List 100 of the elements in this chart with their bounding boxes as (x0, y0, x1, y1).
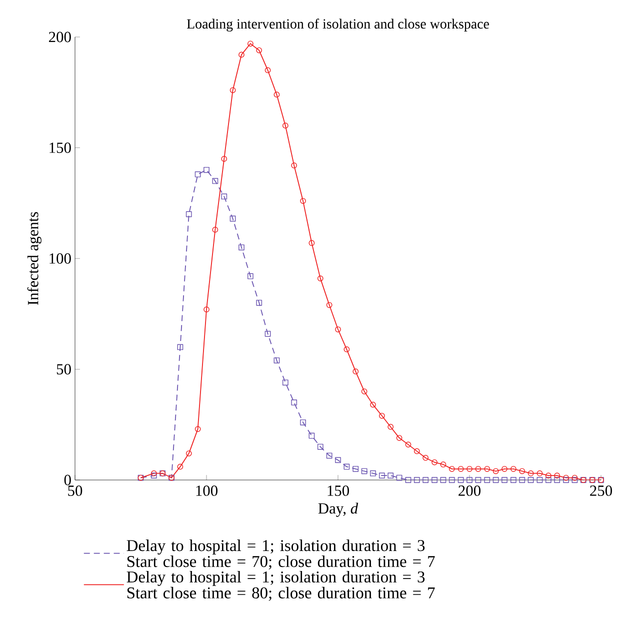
point (572, 477, 578, 483)
point (247, 273, 254, 280)
point (528, 470, 534, 476)
point (405, 442, 412, 448)
point (335, 326, 341, 332)
point (291, 400, 298, 406)
point (247, 40, 254, 47)
point (492, 477, 499, 483)
point (502, 466, 508, 472)
point (484, 477, 490, 483)
point (440, 462, 446, 468)
point (221, 156, 228, 162)
point (256, 300, 262, 306)
legend-label: Delay to hospital = 1; isolation duration = 3 Start close time = 70; close duration time = 7 (126, 540, 435, 570)
point (264, 67, 271, 74)
y-tick-label: 0 (64, 474, 71, 486)
point (414, 477, 420, 483)
point (545, 477, 552, 483)
point (274, 92, 280, 98)
point (186, 211, 192, 218)
point (432, 477, 438, 483)
point (388, 472, 394, 479)
point (536, 477, 543, 483)
point (484, 466, 490, 472)
x-tick-label: 150 (328, 486, 349, 496)
point (432, 459, 438, 466)
point (300, 419, 306, 426)
point (352, 368, 359, 374)
point (448, 477, 455, 483)
point (370, 470, 376, 476)
point (256, 47, 262, 54)
point (186, 450, 192, 456)
x-axis-title: Day, d (318, 502, 358, 517)
point (370, 402, 376, 408)
point (510, 466, 516, 472)
point (440, 477, 446, 483)
point (519, 468, 526, 474)
point (378, 412, 385, 419)
point (177, 464, 184, 470)
point (458, 477, 464, 483)
point (536, 470, 543, 476)
point (414, 448, 420, 454)
point (194, 171, 201, 178)
point (475, 477, 482, 483)
x-tick-label: 100 (196, 486, 218, 496)
legend-label: Delay to hospital = 1; isolation duration = 3 Start close time = 80; close duration time = 7 (126, 570, 435, 601)
point (317, 444, 324, 450)
point (230, 87, 236, 94)
chart-title: Loading intervention of isolation and close workspace (186, 18, 489, 32)
point (563, 474, 569, 481)
point (492, 468, 499, 474)
point (448, 466, 455, 472)
point (361, 468, 368, 474)
point (554, 477, 560, 483)
point (150, 470, 157, 476)
point (422, 477, 429, 483)
point (475, 466, 482, 472)
point (352, 466, 359, 472)
point (466, 466, 472, 472)
point (282, 122, 288, 129)
point (326, 302, 332, 308)
point (344, 346, 350, 352)
x-tick-label: 200 (458, 486, 480, 496)
point (308, 240, 315, 246)
point (466, 477, 472, 483)
point (335, 457, 341, 463)
y-axis-title: Infected agents (27, 212, 42, 305)
y-tick-label: 200 (48, 32, 71, 42)
point (563, 477, 569, 483)
point (528, 477, 534, 483)
point (361, 388, 368, 394)
point (204, 306, 210, 312)
point (264, 330, 271, 337)
point (510, 477, 516, 483)
point (344, 464, 350, 470)
point (194, 426, 201, 432)
point (545, 472, 552, 479)
y-tick-label: 50 (56, 364, 71, 374)
point (274, 357, 280, 364)
point (221, 194, 228, 200)
point (308, 432, 315, 439)
point (230, 216, 236, 222)
point (396, 474, 402, 481)
point (212, 226, 218, 233)
x-tick-label: 50 (68, 486, 82, 496)
point (300, 198, 306, 204)
point (572, 474, 578, 481)
point (388, 424, 394, 430)
point (317, 275, 324, 282)
point (291, 162, 298, 168)
point (282, 380, 288, 386)
x-tick-label: 250 (590, 486, 612, 496)
point (177, 344, 184, 350)
point (204, 166, 210, 173)
point (326, 452, 332, 459)
point (150, 472, 157, 479)
point (554, 472, 560, 479)
y-tick-label: 100 (50, 253, 71, 264)
point (519, 477, 526, 483)
point (405, 477, 412, 483)
